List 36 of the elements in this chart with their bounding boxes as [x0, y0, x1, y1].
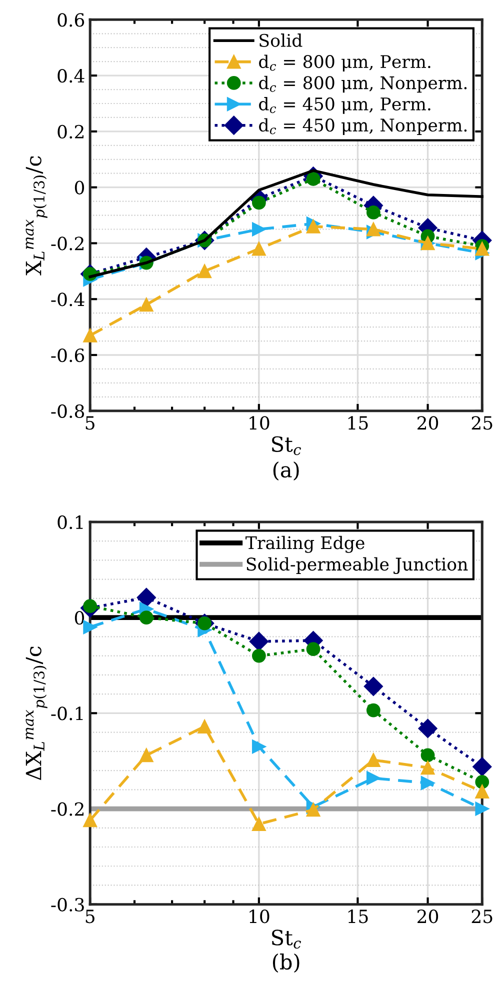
x-tick-label: 25: [472, 416, 492, 430]
text: (a): [273, 461, 299, 481]
legend-label: Solid: [260, 34, 302, 47]
y-tick-label: 0: [74, 180, 84, 194]
x-tick-label: 25: [472, 910, 492, 924]
x-tick-label: 10: [250, 910, 270, 924]
y-axis-title: ΔX$_{L}$$^{max}$$_{p(1/3)}$/c: [26, 646, 48, 780]
x-axis-title: St$_{c}$: [272, 930, 301, 949]
legend-label: d$_{c}$ = 450 μm, Perm.: [259, 97, 430, 114]
y-tick-label: 0.1: [58, 515, 83, 530]
y-tick-label: -0.3: [51, 898, 84, 912]
y-tick-label: -0.4: [51, 292, 84, 306]
y-tick-label: 0.4: [58, 69, 84, 83]
y-tick-label: -0.6: [51, 348, 84, 362]
legend-label: d$_{c}$ = 800 μm, Nonperm.: [259, 76, 467, 93]
legend-label: d$_{c}$ = 800 μm, Perm.: [259, 54, 430, 72]
x-tick-label: 20: [418, 910, 438, 924]
y-tick-label: 0: [74, 611, 84, 625]
x-tick-label: 15: [348, 416, 368, 430]
y-axis-title: X$_{L}$$^{max}$$_{p(1/3)}$/c: [26, 156, 48, 276]
legend-label: Trailing Edge: [246, 536, 364, 553]
y-tick-label: 0.2: [58, 124, 84, 139]
legend-label: d$_{c}$ = 450 μm, Nonperm.: [259, 118, 467, 136]
x-tick-label: 15: [348, 910, 368, 924]
y-tick-label: -0.8: [51, 404, 84, 418]
x-tick-label: 5: [86, 910, 94, 924]
y-tick-label: -0.2: [51, 236, 84, 250]
text: (b): [272, 954, 300, 973]
x-tick-label: 20: [418, 416, 438, 430]
x-tick-label: 5: [86, 416, 94, 430]
y-tick-label: 0.6: [58, 13, 84, 27]
x-axis-title: St$_{c}$: [272, 436, 301, 456]
x-tick-label: 10: [250, 416, 270, 430]
y-tick-label: -0.2: [51, 802, 84, 816]
y-tick-label: -0.1: [51, 706, 83, 720]
legend-label: Solid-permeable Junction: [246, 557, 468, 574]
